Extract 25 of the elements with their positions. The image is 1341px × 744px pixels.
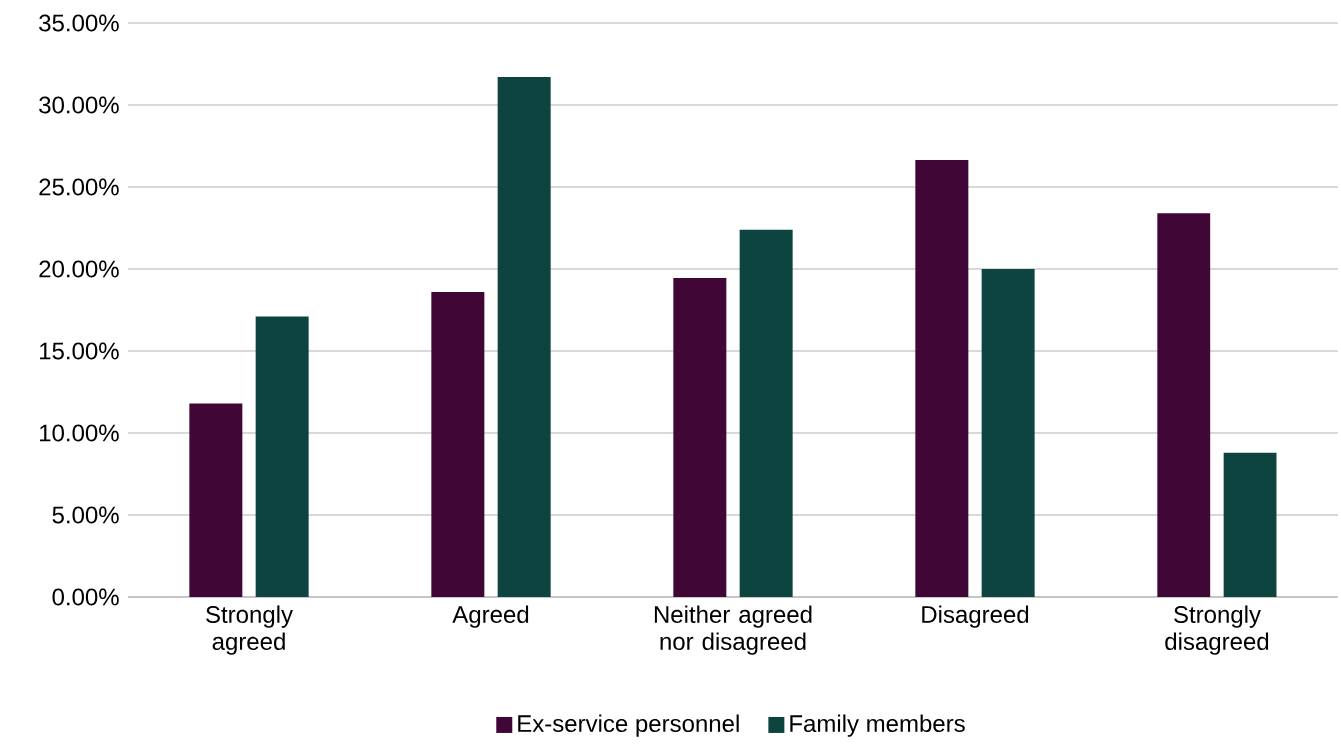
y-tick-label: 30.00% xyxy=(39,96,119,114)
x-tick-label: Disagreed xyxy=(922,605,1029,628)
x-tick-label: Neither agreed nor disagreed xyxy=(654,605,812,655)
y-tick-label: 0.00% xyxy=(52,588,119,606)
x-tick-label: Agreed xyxy=(452,605,529,628)
bar xyxy=(1223,452,1277,597)
y-tick-label: 10.00% xyxy=(40,424,119,442)
legend-label: Ex-service personnel xyxy=(518,714,739,737)
x-tick-label: Strongly agreed xyxy=(206,605,293,655)
x-tick-label: Strongly disagreed xyxy=(1165,605,1269,655)
y-tick-label: 25.00% xyxy=(39,178,119,196)
bar xyxy=(1157,213,1211,597)
legend-label: Family members xyxy=(790,714,965,737)
y-tick-label: 5.00% xyxy=(52,506,119,524)
bar xyxy=(673,278,727,597)
y-tick-label: 35.00% xyxy=(39,14,119,32)
y-tick-label: 15.00% xyxy=(40,342,119,360)
bar xyxy=(739,229,793,597)
bar xyxy=(981,268,1035,597)
y-tick-label: 20.00% xyxy=(39,260,119,278)
bar xyxy=(431,291,485,597)
bar xyxy=(497,77,551,597)
bar xyxy=(915,159,969,597)
bar xyxy=(189,403,243,597)
bar xyxy=(255,316,309,597)
